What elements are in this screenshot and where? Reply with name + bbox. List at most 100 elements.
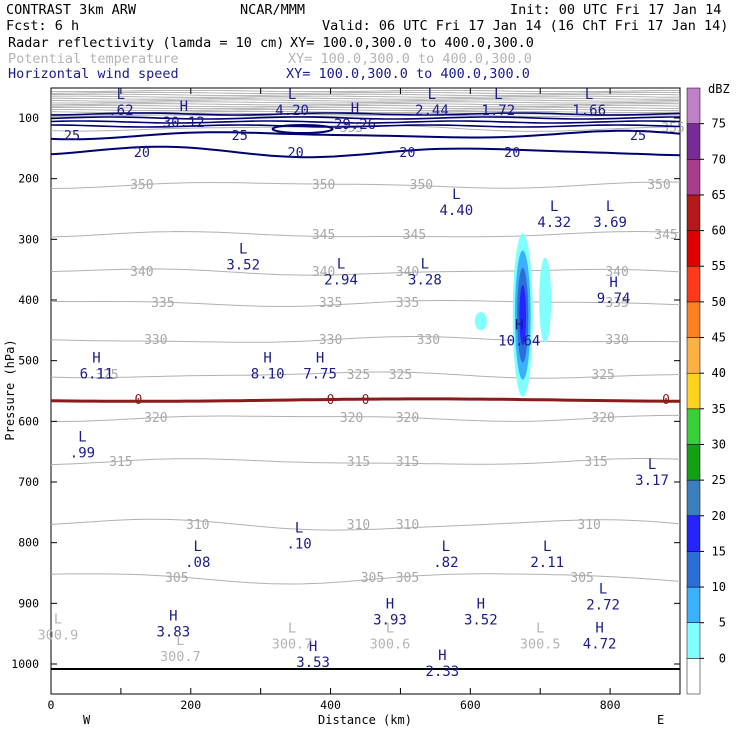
- wind-extremum-high-marker: H: [515, 317, 523, 333]
- theta-label-320: 320: [396, 411, 419, 426]
- theta-label-325: 325: [389, 368, 412, 383]
- wind-extremum-low-marker: L: [585, 87, 593, 103]
- wind-extremum-value: .82: [433, 555, 458, 571]
- wind-extremum-low-marker: L: [295, 521, 303, 537]
- theta-label-305: 305: [396, 571, 419, 586]
- forecast-hour: Fcst: 6 h: [6, 18, 79, 34]
- west-label: W: [83, 713, 91, 727]
- colorbar-label: 55: [712, 259, 726, 273]
- wind-contour-20: [50, 145, 681, 159]
- jet-core-loop: [271, 124, 334, 134]
- colorbar-label: 65: [712, 188, 726, 202]
- colorbar-label: 15: [712, 544, 726, 558]
- freezing-level-contour: [50, 397, 680, 403]
- wind-extremum-value: 1.72: [481, 103, 515, 119]
- colorbar-label: 70: [712, 152, 726, 166]
- theta-extremum-value: 300.9: [38, 628, 79, 644]
- strato-line: [50, 105, 681, 108]
- theta-label-305: 305: [361, 571, 384, 586]
- theta-contour-325: [50, 371, 681, 379]
- y-tick-label: 200: [18, 172, 39, 186]
- wind-extremum-value: 3.93: [373, 612, 407, 628]
- strato-line: [50, 109, 680, 111]
- theta-extremum-value: 300.7: [272, 637, 313, 653]
- x-axis: 0 200 400 600 800: [48, 88, 681, 712]
- wind-extremum-value: 2.44: [415, 103, 449, 119]
- theta-label-350: 350: [647, 178, 670, 193]
- field-2-xy: XY= 100.0,300.0 to 400.0,300.0: [288, 51, 532, 67]
- wind-extremum-value: 9.74: [597, 291, 631, 307]
- theta-label-320: 320: [591, 411, 614, 426]
- jet-core-line: [50, 120, 681, 124]
- theta-extremum-value: 300.5: [520, 637, 561, 653]
- field-1-xy: XY= 100.0,300.0 to 400.0,300.0: [290, 35, 534, 51]
- wind-extremum-high-marker: H: [595, 621, 603, 637]
- theta-label-340: 340: [130, 265, 153, 280]
- theta-contour-330: [50, 336, 680, 343]
- wind-extremum-low-marker: L: [606, 199, 614, 215]
- y-tick-label: 800: [18, 536, 39, 550]
- wind-extremum-low-marker: L: [442, 539, 450, 555]
- theta-label-335: 335: [396, 296, 419, 311]
- colorbar-label: 20: [712, 509, 726, 523]
- theta-label-350: 350: [410, 178, 433, 193]
- field-3-name: Horizontal wind speed: [8, 66, 179, 82]
- wind-label-25: 25: [232, 128, 248, 144]
- strato-line: [50, 95, 680, 98]
- wind-extremum-low-marker: L: [78, 430, 86, 446]
- theta-label-310: 310: [347, 518, 370, 533]
- colorbar-swatch: [686, 301, 701, 338]
- wind-extremum-value: 8.10: [251, 367, 285, 383]
- wind-extremum-high-marker: H: [477, 596, 485, 612]
- theta-label-325: 325: [591, 368, 614, 383]
- wind-label-20: 20: [287, 145, 303, 161]
- y-axis-label: Pressure (hPa): [3, 339, 17, 440]
- reflectivity-cell-5dbz: [539, 257, 552, 343]
- theta-label-345: 345: [403, 228, 426, 243]
- wind-extremum-low-marker: L: [421, 257, 429, 273]
- colorbar-label: 30: [712, 437, 726, 451]
- colorbar-label: 45: [712, 331, 726, 345]
- wind-extremum-high-marker: H: [92, 351, 100, 367]
- theta-label-335: 335: [151, 296, 174, 311]
- theta-label-355: 355: [340, 121, 363, 136]
- jet-core-line: [50, 124, 681, 128]
- wind-extremum-value: 3.53: [296, 655, 330, 671]
- colorbar: dBZ 0 5 10 15 20 25 30 35 40 45 50 55 60 65 70 75: [686, 82, 730, 695]
- theta-contour-350: [50, 181, 681, 189]
- field-1-name: Radar reflectivity (lamda = 10 cm): [8, 35, 284, 51]
- wind-extremum-low-marker: L: [550, 199, 558, 215]
- wind-contour-25: [50, 129, 681, 141]
- theta-label-340: 340: [396, 265, 419, 280]
- colorbar-swatch: [686, 408, 701, 445]
- wind-extremum-value: .62: [108, 103, 133, 119]
- theta-extremum-low-marker: L: [54, 612, 62, 628]
- freezing-label: 0: [662, 393, 670, 408]
- theta-label-340: 340: [605, 265, 628, 280]
- colorbar-label: 40: [712, 366, 726, 380]
- theta-label-310: 310: [577, 518, 600, 533]
- colorbar-swatch: [686, 515, 701, 552]
- wind-extremum-low-marker: L: [648, 457, 656, 473]
- colorbar-swatch: [686, 479, 701, 517]
- x-tick-label: 600: [460, 698, 481, 712]
- theta-label-325: 325: [95, 368, 118, 383]
- strato-line: [51, 103, 681, 106]
- wind-extremum-value: 2.94: [324, 273, 358, 289]
- reflectivity-cells: [474, 233, 552, 398]
- init-time: Init: 00 UTC Fri 17 Jan 14: [510, 2, 721, 18]
- freezing-label: 0: [327, 393, 335, 408]
- colorbar-label: 10: [712, 580, 726, 594]
- wind-extremum-value: .99: [70, 446, 95, 462]
- theta-contour-310: [50, 518, 681, 531]
- colorbar-label: 5: [719, 616, 726, 630]
- wind-extremum-low-marker: L: [117, 87, 125, 103]
- x-axis-label: Distance (km): [318, 713, 412, 727]
- wind-extremum-low-marker: L: [452, 187, 460, 203]
- theta-extremum-low-marker: L: [176, 633, 184, 649]
- x-tick-label: 200: [180, 698, 201, 712]
- theta-label-335: 335: [605, 296, 628, 311]
- reflectivity-cell-5dbz: [474, 312, 487, 331]
- theta-label-310: 310: [396, 518, 419, 533]
